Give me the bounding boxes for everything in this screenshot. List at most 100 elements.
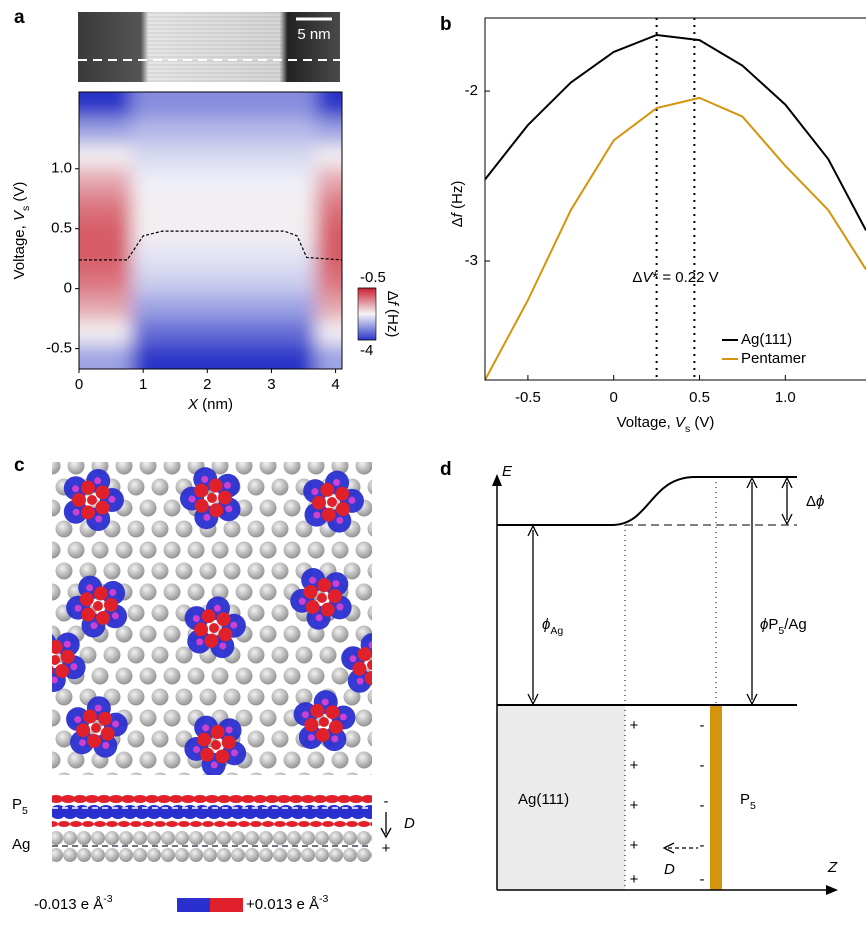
charge-blob-plus: [214, 821, 226, 827]
legend-label: Ag(111): [741, 331, 792, 348]
heatmap-cell: [157, 192, 186, 219]
p5-layer-label-part: 5: [750, 800, 756, 812]
heatmap-cell: [79, 192, 107, 219]
ag-atom: [52, 499, 61, 517]
heatmap-cell: [210, 243, 238, 270]
charge-blob-plus: [204, 633, 219, 648]
ag-atom: [151, 562, 169, 580]
p-atom: [78, 739, 86, 747]
charge-blob-plus: [209, 503, 224, 518]
heatmap-cell: [157, 117, 186, 144]
charge-blob-plus: [216, 612, 231, 627]
ag-atom: [231, 848, 245, 862]
x-axis-label-part: s: [685, 423, 690, 435]
ag-atom: [55, 730, 73, 748]
ag-atom: [153, 772, 167, 775]
ag-atom: [295, 520, 313, 538]
heatmap-cell: [236, 318, 265, 345]
minus-sign: -: [384, 793, 389, 810]
ag-atom: [380, 710, 397, 727]
ag-atom: [307, 751, 325, 769]
ag-atom: [91, 541, 109, 559]
charge-blob-plus: [76, 723, 91, 738]
ag-atom: [217, 831, 231, 845]
heatmap-cell: [131, 243, 159, 270]
ag-atom: [147, 831, 161, 845]
charge-blob-plus: [181, 795, 195, 803]
heatmap-cell: [315, 192, 342, 219]
ag-atom: [369, 773, 372, 775]
ag-atom: [271, 604, 289, 622]
ag-atom: [211, 462, 229, 475]
ag-atom: [295, 646, 313, 664]
ag-atom: [175, 646, 193, 664]
x-axis-label-part: (V): [690, 414, 714, 431]
heatmap-cell: [184, 142, 212, 169]
ag-atom: [119, 848, 133, 862]
minus-sign: -: [700, 757, 705, 774]
p-atom: [102, 741, 110, 749]
ag-atom: [287, 831, 301, 845]
heatmap-cell: [263, 117, 291, 144]
ag-atom: [177, 772, 191, 775]
charge-blob-plus: [320, 482, 335, 497]
p-atom: [333, 479, 341, 487]
arrows: [527, 476, 793, 854]
ag-atom: [211, 583, 229, 601]
p-atom: [311, 488, 319, 496]
ag-atom: [259, 583, 277, 601]
ag-atom: [67, 462, 85, 475]
charge-blob-plus: [328, 720, 343, 735]
ag-atom: [127, 478, 145, 496]
heatmap-cell: [263, 167, 291, 194]
colorbar-label-part: f: [384, 301, 401, 307]
annotation-part: Δ: [632, 269, 642, 286]
heatmap-cell: [289, 192, 317, 219]
ag-atom: [283, 462, 301, 475]
heatmap-cell: [315, 343, 342, 369]
heatmap-cell: [210, 142, 238, 169]
phi-ag-label-part: ϕ: [542, 616, 550, 633]
p5-layer-label-part: P: [740, 791, 750, 808]
minus-sign: -: [700, 837, 705, 854]
plus-sign: +: [382, 840, 391, 857]
charge-blob-plus: [370, 821, 372, 827]
ag-atom: [321, 772, 335, 775]
ag-atom: [380, 668, 397, 685]
ag-atom: [367, 479, 372, 495]
x-tick-label: 0: [610, 389, 618, 406]
heatmap-cell: [210, 343, 238, 369]
charge-blob-plus: [207, 493, 217, 503]
scale-blue: [177, 898, 210, 912]
charge-blob-plus: [96, 610, 111, 625]
heatmap-cell: [289, 142, 317, 169]
heatmap-cell: [210, 268, 238, 295]
p-atom: [63, 640, 71, 648]
ag-atom: [151, 730, 169, 748]
ag-atom: [52, 751, 61, 769]
charge-blob-minus: [371, 677, 372, 686]
charge-blob-plus: [52, 795, 63, 803]
y-tick-label: 0.5: [51, 220, 72, 237]
plot-frame: [78, 91, 343, 370]
side-view: [52, 790, 372, 862]
heatmap-cell: [79, 293, 107, 320]
ag-atom: [392, 605, 409, 622]
stm-texture: [148, 12, 282, 82]
heatmap-cell: [79, 167, 107, 194]
charge-blob-plus: [327, 497, 337, 507]
charge-blob-plus: [335, 502, 350, 517]
ag-atom: [67, 751, 85, 769]
x-tick-label: 3: [267, 376, 275, 393]
ag-atom: [103, 562, 121, 580]
ag-atom: [392, 731, 409, 748]
p-atom: [307, 733, 315, 741]
ag-atom: [163, 541, 181, 559]
colorbar-tick-label: -0.5: [360, 269, 386, 286]
charge-blob-plus: [201, 609, 216, 624]
p5-label: P5: [12, 796, 28, 817]
ag-atom: [199, 562, 217, 580]
heatmap-cell: [289, 318, 317, 345]
heatmap-cell: [210, 167, 238, 194]
ag-atom: [52, 831, 63, 845]
